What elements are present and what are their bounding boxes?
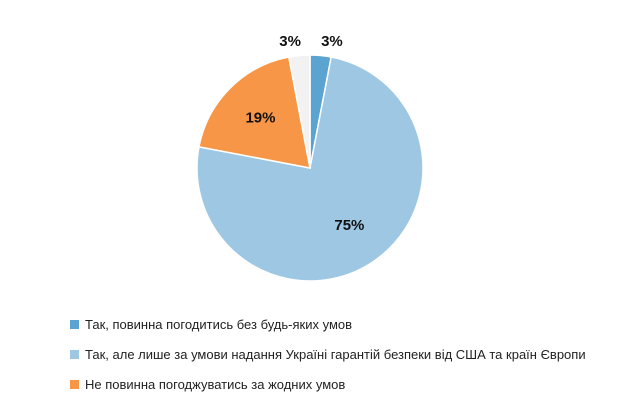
pie-slice-2: [198, 56, 311, 169]
pie-label-3: 3%: [279, 33, 301, 50]
pie-label-1: 75%: [334, 217, 364, 234]
pie-slices: [196, 54, 424, 282]
legend-item-unconditional: Так, повинна погодитись без будь-яких ум…: [70, 316, 586, 332]
pie-labels: 3% 75% 19% 3%: [245, 33, 364, 234]
legend-swatch: [70, 349, 79, 359]
legend-swatch: [70, 319, 79, 329]
legend-item-with-guarantees: Так, але лише за умови надання Україні г…: [70, 346, 586, 362]
legend-label: Так, повинна погодитись без будь-яких ум…: [85, 316, 353, 332]
pie-label-0: 3%: [321, 33, 343, 50]
pie-slice-1: [196, 56, 424, 282]
legend-swatch: [70, 379, 79, 389]
pie-slice-3: [287, 54, 311, 169]
legend-item-never: Не повинна погоджуватись за жодних умов: [70, 376, 586, 392]
legend-label: Не повинна погоджуватись за жодних умов: [85, 376, 346, 392]
pie-label-2: 19%: [245, 109, 275, 126]
legend-label: Так, але лише за умови надання Україні г…: [85, 346, 586, 362]
chart-legend: Так, повинна погодитись без будь-яких ум…: [70, 316, 586, 406]
